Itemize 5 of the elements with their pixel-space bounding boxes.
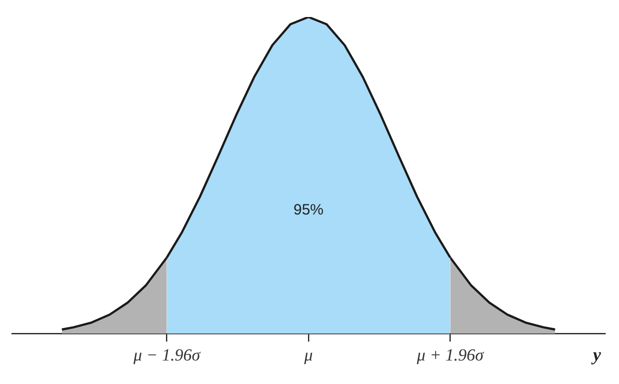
x-tick-label: μ − 1.96σ	[132, 345, 201, 364]
x-tick-label: μ + 1.96σ	[416, 345, 484, 364]
x-tick-label: μ	[303, 345, 313, 364]
x-axis-title: y	[591, 344, 602, 364]
annotation: 95%	[293, 201, 324, 218]
